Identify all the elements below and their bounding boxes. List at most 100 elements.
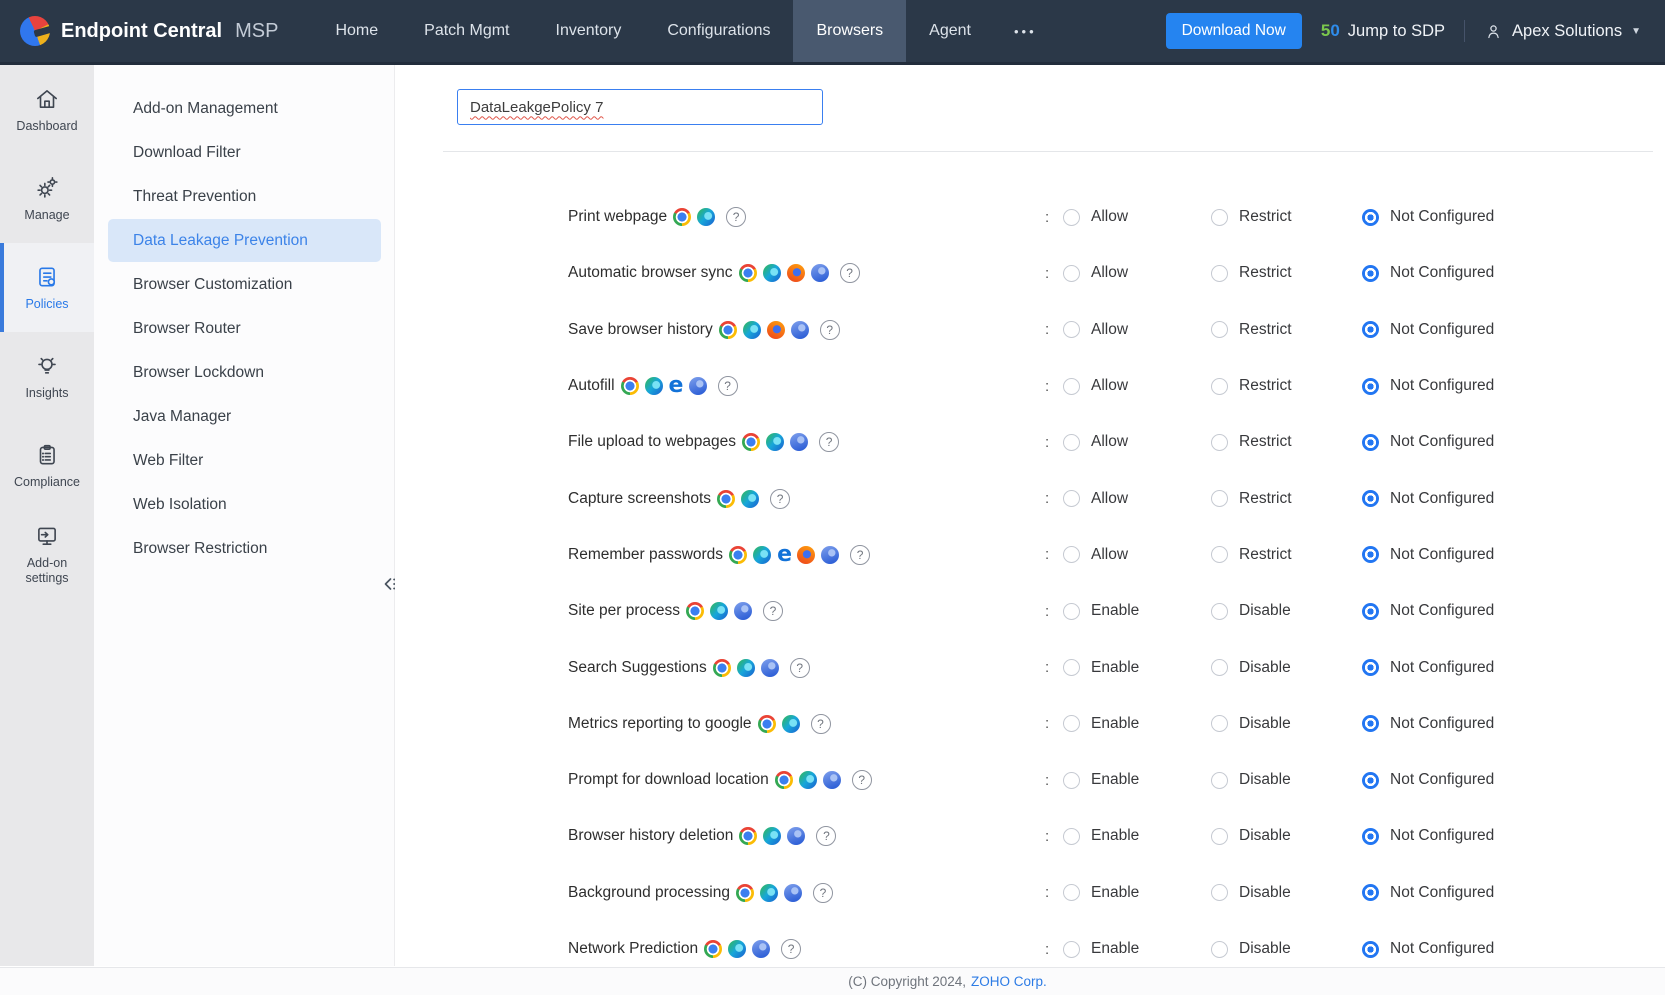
radio-enable[interactable]: Enable: [1063, 771, 1139, 789]
tab-configurations[interactable]: Configurations: [667, 22, 771, 39]
sidebar-item-add-on-management[interactable]: Add-on Management: [133, 99, 278, 117]
radio-enable[interactable]: Enable: [1063, 659, 1139, 677]
rail-item-add-on-settings[interactable]: Add-on settings: [0, 510, 94, 599]
rail-item-dashboard[interactable]: Dashboard: [0, 65, 94, 154]
sidebar-item-data-leakage-prevention[interactable]: Data Leakage Prevention: [108, 219, 381, 262]
radio-allow[interactable]: Allow: [1063, 433, 1128, 451]
radio-restrict[interactable]: Restrict: [1211, 546, 1292, 564]
radio-disable[interactable]: Disable: [1211, 659, 1291, 677]
radio-not-configured[interactable]: Not Configured: [1362, 771, 1494, 789]
ie-icon: e: [777, 541, 792, 567]
radio-not-configured[interactable]: Not Configured: [1362, 264, 1494, 282]
zoho-corp-link[interactable]: ZOHO Corp.: [971, 974, 1047, 989]
radio-restrict[interactable]: Restrict: [1211, 377, 1292, 395]
help-icon[interactable]: ?: [810, 713, 831, 734]
tab-agent[interactable]: Agent: [929, 22, 971, 39]
radio-enable[interactable]: Enable: [1063, 940, 1139, 958]
radio-not-configured[interactable]: Not Configured: [1362, 715, 1494, 733]
help-icon[interactable]: ?: [850, 544, 871, 565]
radio-not-configured[interactable]: Not Configured: [1362, 377, 1494, 395]
radio-disable[interactable]: Disable: [1211, 771, 1291, 789]
radio-disable[interactable]: Disable: [1211, 827, 1291, 845]
policies-icon: [39, 267, 56, 286]
sidebar-item-web-filter[interactable]: Web Filter: [133, 451, 204, 469]
radio-not-configured[interactable]: Not Configured: [1362, 827, 1494, 845]
policy-name-input[interactable]: DataLeakgePolicy 7: [457, 89, 823, 125]
sidebar-item-browser-router[interactable]: Browser Router: [133, 319, 241, 337]
radio-restrict[interactable]: Restrict: [1211, 208, 1292, 226]
radio-label: Not Configured: [1390, 489, 1495, 507]
help-icon[interactable]: ?: [851, 770, 872, 791]
policy-label: File upload to webpages: [568, 433, 737, 451]
policy-label: Site per process: [568, 602, 680, 620]
radio-enable[interactable]: Enable: [1063, 827, 1139, 845]
radio-disable[interactable]: Disable: [1211, 940, 1291, 958]
rail-item-insights[interactable]: Insights: [0, 332, 94, 421]
download-now-button[interactable]: Download Now: [1165, 13, 1302, 49]
help-icon[interactable]: ?: [839, 263, 860, 284]
radio-enable[interactable]: Enable: [1063, 602, 1139, 620]
radio-not-configured[interactable]: Not Configured: [1362, 433, 1494, 451]
help-icon[interactable]: ?: [813, 882, 833, 903]
radio-allow[interactable]: Allow: [1063, 321, 1128, 339]
radio-enable[interactable]: Enable: [1063, 884, 1139, 902]
brand[interactable]: Endpoint Central MSP: [0, 0, 312, 62]
sidebar-item-java-manager[interactable]: Java Manager: [133, 407, 232, 425]
radio-button-icon: [1211, 208, 1228, 226]
radio-button-icon: [1063, 490, 1080, 508]
radio-restrict[interactable]: Restrict: [1211, 490, 1292, 508]
help-icon[interactable]: ?: [770, 488, 791, 509]
help-icon[interactable]: ?: [789, 657, 810, 678]
sidebar-item-web-isolation[interactable]: Web Isolation: [133, 495, 227, 513]
radio-allow[interactable]: Allow: [1063, 264, 1128, 282]
radio-allow[interactable]: Allow: [1063, 377, 1128, 395]
jump-to-sdp-button[interactable]: 50 Jump to SDP: [1321, 21, 1445, 41]
radio-button-icon: [1063, 827, 1080, 845]
radio-not-configured[interactable]: Not Configured: [1362, 884, 1494, 902]
rail-item-compliance[interactable]: Compliance: [0, 421, 94, 510]
radio-allow[interactable]: Allow: [1063, 208, 1128, 226]
radio-not-configured[interactable]: Not Configured: [1362, 602, 1494, 620]
radio-disable[interactable]: Disable: [1211, 884, 1291, 902]
radio-not-configured[interactable]: Not Configured: [1362, 490, 1494, 508]
radio-not-configured[interactable]: Not Configured: [1362, 659, 1494, 677]
sidebar-item-browser-restriction[interactable]: Browser Restriction: [133, 539, 268, 557]
radio-not-configured[interactable]: Not Configured: [1362, 321, 1494, 339]
radio-not-configured[interactable]: Not Configured: [1362, 208, 1494, 226]
rail-item-manage[interactable]: Manage: [0, 154, 94, 243]
tab-home[interactable]: Home: [335, 22, 379, 39]
account-menu[interactable]: Apex Solutions ▼: [1484, 22, 1641, 41]
separator-colon: :: [1045, 264, 1050, 282]
radio-disable[interactable]: Disable: [1211, 602, 1291, 620]
help-icon[interactable]: ?: [726, 207, 747, 228]
radio-not-configured[interactable]: Not Configured: [1362, 546, 1494, 564]
sidebar-item-threat-prevention[interactable]: Threat Prevention: [133, 187, 257, 205]
sidebar-item-download-filter[interactable]: Download Filter: [133, 143, 241, 161]
policy-row-automatic-browser-sync: Automatic browser sync?: Allow Restrict Not…: [443, 245, 1653, 301]
edge-icon: [753, 545, 772, 564]
radio-enable[interactable]: Enable: [1063, 715, 1139, 733]
help-icon[interactable]: ?: [819, 319, 840, 340]
sidebar-item-browser-customization[interactable]: Browser Customization: [133, 275, 293, 293]
more-menu-icon[interactable]: •••: [1013, 23, 1037, 39]
help-icon[interactable]: ?: [819, 432, 840, 453]
radio-allow[interactable]: Allow: [1063, 546, 1128, 564]
tab-patch-mgmt[interactable]: Patch Mgmt: [424, 22, 510, 39]
help-icon[interactable]: ?: [717, 376, 738, 397]
radio-not-configured[interactable]: Not Configured: [1362, 940, 1494, 958]
sidebar-item-browser-lockdown[interactable]: Browser Lockdown: [133, 363, 264, 381]
radio-label: Allow: [1091, 377, 1129, 395]
help-icon[interactable]: ?: [816, 826, 837, 847]
tab-browsers[interactable]: Browsers: [793, 0, 907, 62]
radio-restrict[interactable]: Restrict: [1211, 433, 1292, 451]
radio-label: Allow: [1091, 264, 1129, 282]
rail-item-policies[interactable]: Policies: [0, 243, 94, 332]
radio-label: Not Configured: [1390, 658, 1495, 676]
radio-restrict[interactable]: Restrict: [1211, 321, 1292, 339]
help-icon[interactable]: ?: [781, 939, 802, 959]
radio-disable[interactable]: Disable: [1211, 715, 1291, 733]
radio-restrict[interactable]: Restrict: [1211, 264, 1292, 282]
help-icon[interactable]: ?: [763, 601, 783, 622]
tab-inventory[interactable]: Inventory: [555, 22, 622, 39]
radio-allow[interactable]: Allow: [1063, 490, 1128, 508]
